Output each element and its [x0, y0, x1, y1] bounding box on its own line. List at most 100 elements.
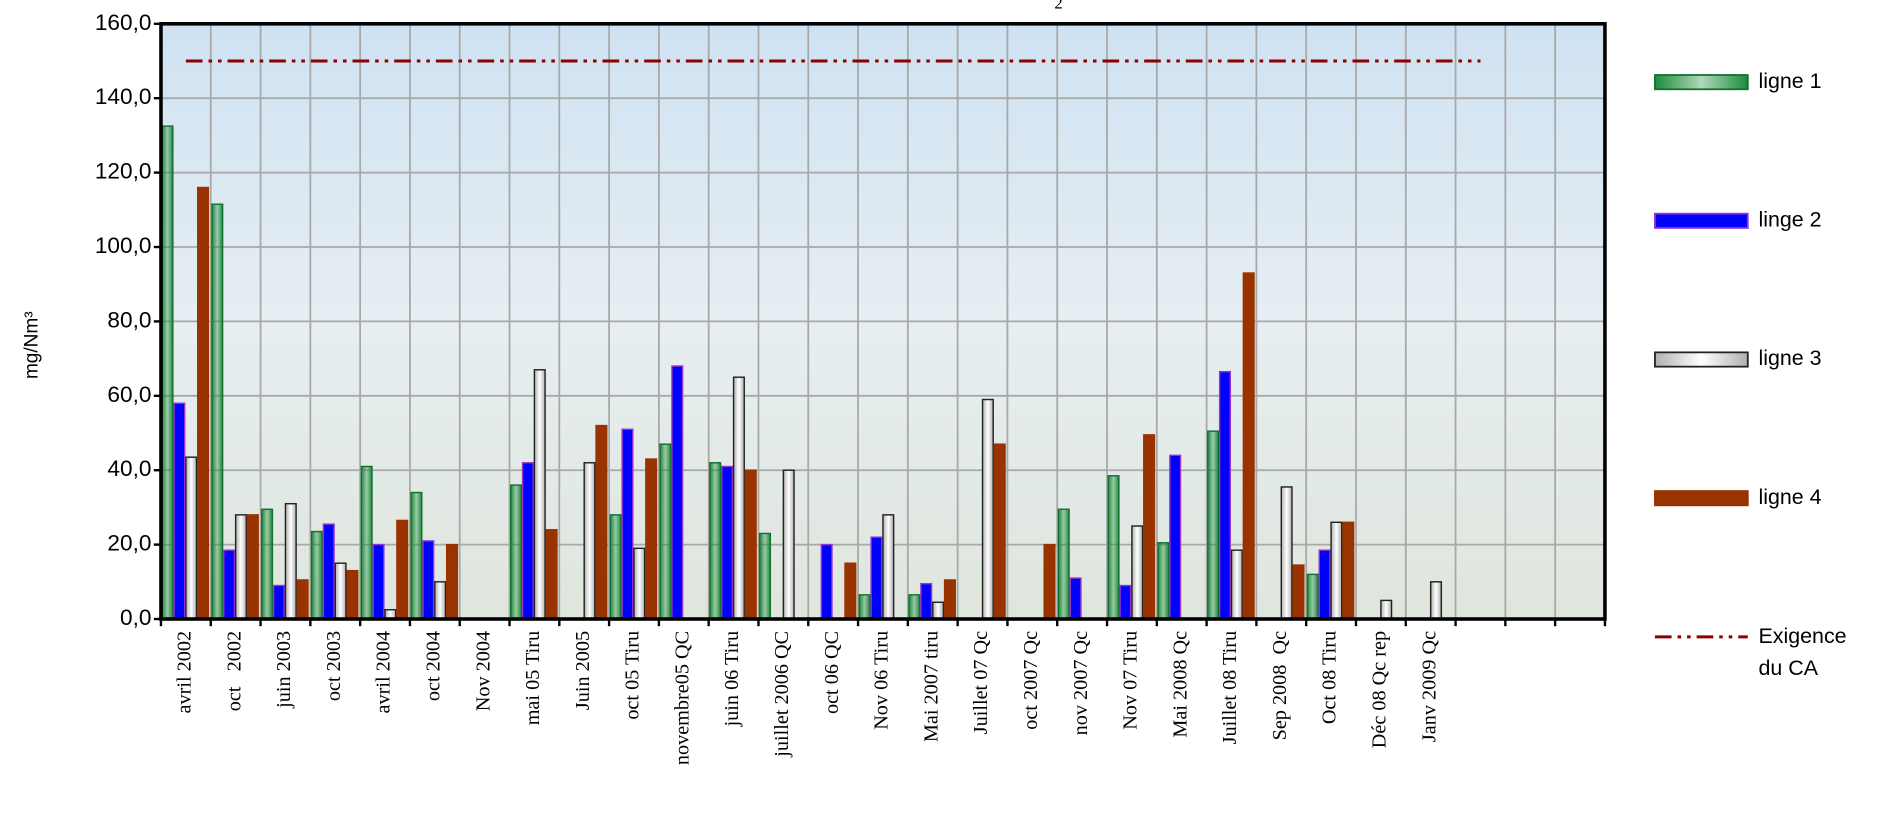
bar: [758, 532, 772, 620]
bar: [932, 601, 945, 620]
bar: [943, 579, 956, 620]
x-tick-label: avril 2004: [373, 631, 395, 714]
bar: [197, 186, 210, 620]
bar: [1280, 486, 1293, 620]
bar: [521, 462, 534, 620]
bar: [1057, 508, 1070, 620]
x-tick-label: Sep 2008 Qc: [1269, 631, 1291, 741]
plot-border: [159, 22, 1607, 621]
bar: [1242, 272, 1255, 620]
bar: [322, 523, 335, 620]
bar: [1069, 577, 1082, 620]
x-tick-label: oct 2007 Qc: [1020, 631, 1042, 730]
bar: [445, 543, 459, 620]
bar: [1429, 581, 1443, 620]
legend-label: ligne 4: [1759, 485, 1822, 509]
bar: [595, 424, 608, 620]
x-tick-label: oct 06 QC: [821, 631, 843, 714]
bar: [1342, 521, 1355, 620]
bar: [621, 428, 634, 620]
y-tick-label: 140,0: [95, 84, 152, 109]
bar: [1306, 573, 1319, 620]
bar: [211, 203, 224, 620]
bar: [261, 508, 274, 620]
x-tick-label: mai 05 Tiru: [522, 631, 544, 725]
bar: [161, 125, 174, 620]
legend-swatch: [1654, 490, 1749, 507]
x-tick-label: oct 2004: [422, 631, 444, 701]
x-tick-label: Juillet 08 Tiru: [1219, 631, 1241, 744]
x-tick-label: Nov 2004: [472, 631, 494, 711]
x-tick-label: nov 2007 Qc: [1070, 631, 1092, 735]
x-tick-label: Nov 07 Tiru: [1120, 631, 1142, 730]
y-tick-label: 120,0: [95, 159, 152, 184]
bar: [1207, 430, 1220, 620]
legend-line: du CA: [1759, 656, 1819, 680]
bar: [844, 562, 857, 620]
bar: [372, 543, 385, 620]
bar: [1380, 599, 1393, 620]
legend-label: linge 2: [1759, 207, 1822, 231]
bar: [1292, 564, 1305, 620]
x-tick-label: juillet 2006 QC: [771, 631, 793, 758]
bar: [993, 443, 1006, 620]
bar: [732, 376, 745, 620]
bar: [346, 569, 359, 620]
x-tick-label: novembre05 QC: [671, 631, 693, 765]
x-tick-label: Mai 2007 tiru: [920, 631, 942, 742]
bar: [709, 462, 722, 620]
bar: [1169, 454, 1182, 620]
bar: [410, 491, 423, 620]
bar: [1143, 434, 1156, 620]
x-tick-label: oct 2003: [323, 631, 345, 701]
bar: [173, 402, 186, 620]
x-tick-label: Oct 08 Tiru: [1319, 631, 1341, 724]
bar: [870, 536, 883, 620]
y-axis-label: mg/Nm³: [21, 311, 42, 379]
bar: [1107, 475, 1120, 620]
bar: [310, 530, 323, 620]
x-tick-label: juin 2003: [273, 631, 295, 709]
bar: [246, 514, 259, 620]
bar: [272, 584, 285, 620]
x-tick-label: Janv 2009 Qc: [1418, 631, 1440, 742]
bar: [284, 502, 297, 620]
bar: [908, 594, 921, 620]
bar: [671, 365, 684, 620]
bar: [583, 462, 596, 620]
bar: [1119, 584, 1132, 620]
x-tick-label: Juillet 07 Qc: [970, 631, 992, 734]
bar: [882, 514, 895, 620]
bar: [234, 514, 248, 620]
bar: [645, 458, 658, 620]
x-tick-label: avril 2002: [174, 631, 196, 714]
bar: [185, 456, 198, 620]
legend-label: Exigence du CA: [1759, 624, 1853, 680]
bar: [609, 514, 622, 620]
y-tick-label: 160,0: [95, 10, 152, 35]
bar: [1043, 543, 1056, 620]
bar: [981, 398, 994, 620]
bar: [434, 581, 447, 620]
bar: [533, 369, 546, 620]
x-tick-label: Mai 2008 Qc: [1169, 631, 1191, 738]
bar: [509, 484, 523, 620]
legend-swatch: [1654, 351, 1749, 368]
y-tick-label: 0,0: [120, 605, 151, 630]
bar: [820, 543, 833, 620]
bar: [633, 547, 646, 620]
bar: [545, 529, 558, 620]
x-tick-label: Déc 08 Qc rep: [1369, 631, 1391, 748]
bar: [744, 469, 757, 620]
bar: [223, 549, 236, 620]
legend-swatch: [1654, 74, 1749, 91]
y-tick-label: 60,0: [107, 382, 151, 407]
legend-line: Exigence: [1759, 624, 1853, 648]
bar: [1318, 549, 1331, 620]
bar: [296, 579, 309, 620]
y-tick-label: 100,0: [95, 233, 152, 258]
x-tick-label: Juin 2005: [572, 631, 594, 710]
bar: [360, 465, 373, 620]
